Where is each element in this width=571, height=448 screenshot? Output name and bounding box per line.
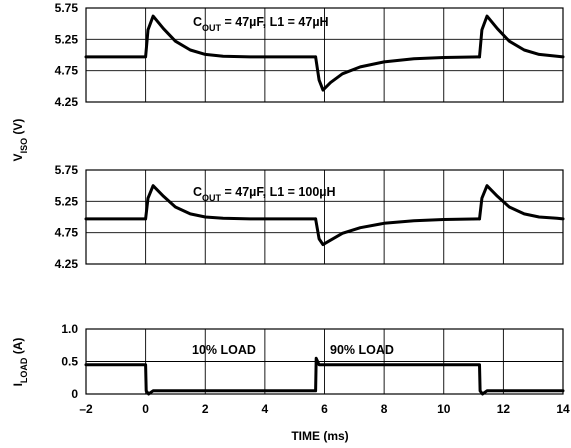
x-tick-label: 8 xyxy=(381,402,388,416)
y-tick-label: 4.75 xyxy=(55,226,79,240)
y-tick-label: 0.5 xyxy=(61,355,78,369)
load-annotation-10pct: 10% LOAD xyxy=(192,343,256,357)
i-load-axis-label: ILOAD (A) xyxy=(11,338,29,387)
waveform-trace xyxy=(478,184,565,221)
plot-frame xyxy=(85,169,564,265)
v-iso-axis-label: VISO (V) xyxy=(11,119,29,162)
y-tick-label: 5.75 xyxy=(55,163,79,177)
x-tick-label: 14 xyxy=(556,402,570,416)
x-tick-label: 12 xyxy=(497,402,511,416)
y-tick-label: 0 xyxy=(71,387,78,401)
x-tick-label: –2 xyxy=(79,402,93,416)
plot-frame xyxy=(85,7,564,103)
panel2-annotation: COUT = 47µF, L1 = 100µH xyxy=(193,185,336,203)
waveform-trace xyxy=(314,55,481,92)
y-tick-label: 5.75 xyxy=(55,1,79,15)
x-tick-label: 2 xyxy=(202,402,209,416)
y-tick-label: 1.0 xyxy=(61,322,78,336)
waveform-trace xyxy=(84,14,318,59)
waveform-trace xyxy=(478,14,565,59)
plot-frame xyxy=(85,328,564,395)
x-tick-label: 0 xyxy=(142,402,149,416)
waveform-trace xyxy=(84,356,565,396)
x-tick-label: 10 xyxy=(437,402,451,416)
y-tick-label: 5.25 xyxy=(55,32,79,46)
x-tick-label: 4 xyxy=(262,402,269,416)
x-axis-label: TIME (ms) xyxy=(291,429,348,443)
x-tick-label: 6 xyxy=(321,402,328,416)
y-tick-label: 4.75 xyxy=(55,64,79,78)
load-annotation-90pct: 90% LOAD xyxy=(330,343,394,357)
y-tick-label: 4.25 xyxy=(55,257,79,271)
y-tick-label: 4.25 xyxy=(55,95,79,109)
waveform-trace xyxy=(314,217,481,247)
panel1-annotation: COUT = 47µF, L1 = 47µH xyxy=(193,15,329,33)
waveform-trace xyxy=(84,184,318,221)
y-tick-label: 5.25 xyxy=(55,194,79,208)
